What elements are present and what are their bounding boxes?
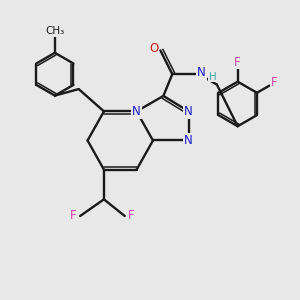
Text: H: H: [208, 72, 216, 82]
Text: N: N: [184, 105, 193, 118]
Text: N: N: [197, 66, 206, 79]
Text: N: N: [132, 105, 141, 118]
Text: F: F: [271, 76, 277, 89]
Text: F: F: [234, 56, 241, 68]
Text: N: N: [184, 134, 193, 147]
Text: O: O: [149, 42, 158, 55]
Text: F: F: [128, 209, 135, 223]
Text: CH₃: CH₃: [45, 26, 64, 36]
Text: F: F: [70, 209, 77, 223]
